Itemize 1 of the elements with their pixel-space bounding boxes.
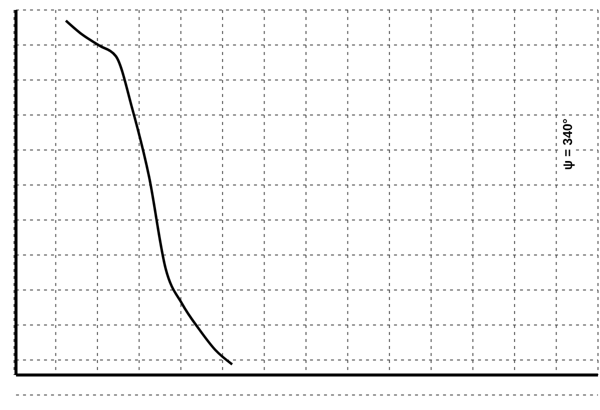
annotation: ψ = 340° — [560, 118, 575, 170]
